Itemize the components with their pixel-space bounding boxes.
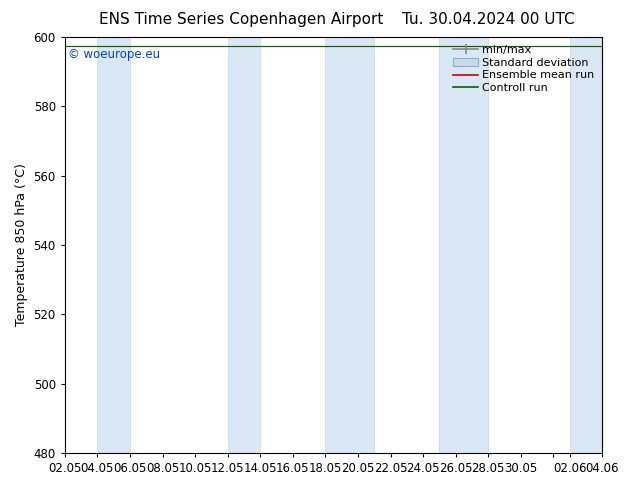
Bar [325,37,374,453]
Text: ENS Time Series Copenhagen Airport: ENS Time Series Copenhagen Airport [99,12,383,27]
Bar [439,37,488,453]
Text: © woeurope.eu: © woeurope.eu [67,48,160,61]
Bar [98,37,130,453]
Bar [570,37,602,453]
Legend: min/max, Standard deviation, Ensemble mean run, Controll run: min/max, Standard deviation, Ensemble me… [451,43,597,96]
Y-axis label: Temperature 850 hPa (°C): Temperature 850 hPa (°C) [15,164,28,326]
Bar [228,37,261,453]
Text: Tu. 30.04.2024 00 UTC: Tu. 30.04.2024 00 UTC [402,12,574,27]
